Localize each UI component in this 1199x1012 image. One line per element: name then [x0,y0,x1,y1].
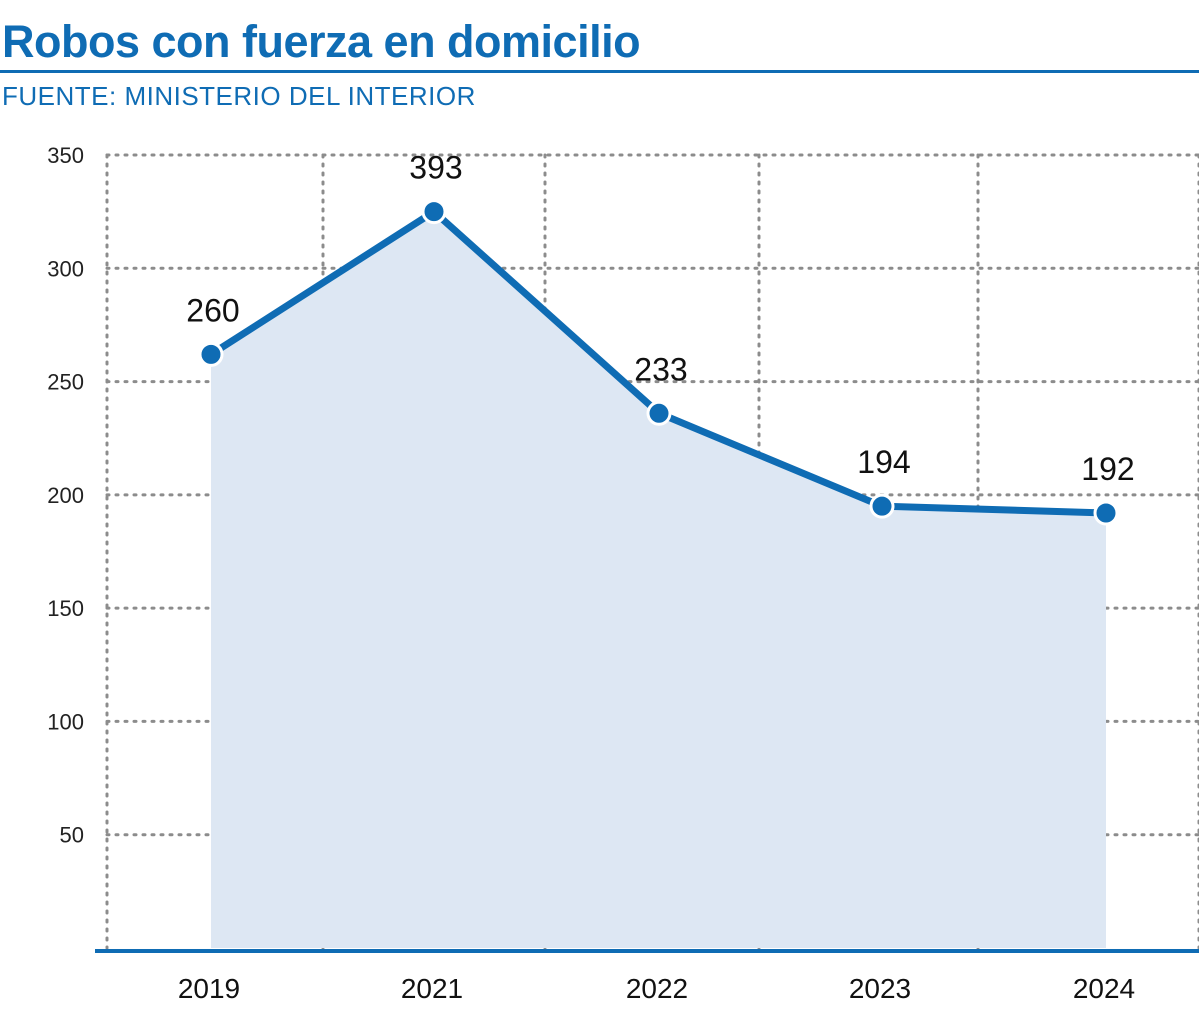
y-tick-label: 100 [47,709,84,734]
data-point [646,400,672,426]
y-tick-label: 50 [60,823,84,848]
data-label: 260 [186,292,239,328]
x-tick-label: 2024 [1073,973,1135,1004]
title-rule [0,70,1199,73]
data-label: 393 [409,150,462,186]
data-labels: 260 393 233 194 192 [186,150,1134,487]
y-tick-label: 250 [47,370,84,395]
x-axis-ticks: 2019 2021 2022 2023 2024 [178,973,1135,1004]
y-tick-label: 200 [47,483,84,508]
data-label: 233 [634,351,687,387]
data-points [198,199,1119,526]
x-tick-label: 2023 [849,973,911,1004]
data-point [869,493,895,519]
area-fill [211,211,1106,949]
data-label: 192 [1081,451,1134,487]
x-tick-label: 2021 [401,973,463,1004]
x-tick-label: 2022 [626,973,688,1004]
y-tick-label: 150 [47,596,84,621]
y-tick-label: 350 [47,143,84,168]
x-tick-label: 2019 [178,973,240,1004]
chart-title: Robos con fuerza en domicilio [2,16,641,67]
data-point [421,199,447,225]
data-point [1093,500,1119,526]
y-axis-ticks: 50 100 150 200 250 300 350 [47,143,84,848]
chart-source: FUENTE: MINISTERIO DEL INTERIOR [2,81,476,111]
area-layer [211,211,1106,949]
y-tick-label: 300 [47,256,84,281]
data-point [198,341,224,367]
data-label: 194 [857,444,910,480]
